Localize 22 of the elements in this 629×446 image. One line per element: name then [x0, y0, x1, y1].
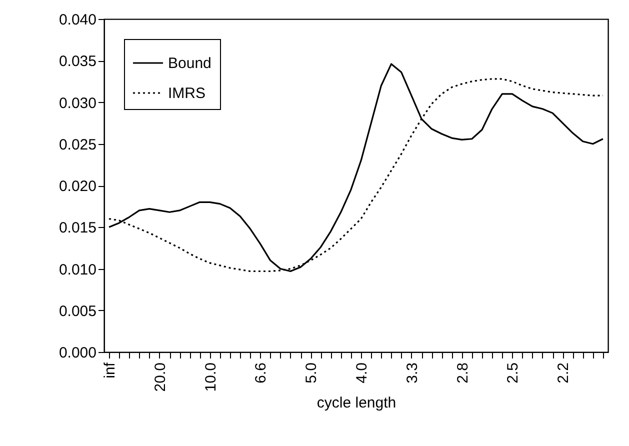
y-tick-label: 0.035 — [58, 53, 96, 70]
x-tick-label: 3.3 — [404, 362, 421, 384]
y-tick-label: 0.005 — [58, 302, 96, 320]
y-tick-label: 0.020 — [58, 178, 96, 195]
x-tick-label: 20.0 — [152, 362, 169, 392]
legend-label: IMRS — [168, 85, 206, 102]
y-tick-label: 0.040 — [58, 12, 96, 28]
y-tick-label: 0.010 — [58, 261, 96, 278]
x-tick-label: 4.0 — [354, 362, 371, 384]
y-tick-label: 0.000 — [58, 344, 96, 362]
legend-label: Bound — [168, 55, 212, 72]
x-axis-title: cycle length — [316, 394, 396, 412]
y-tick-label: 0.025 — [58, 136, 96, 154]
x-tick-label: 2.2 — [555, 362, 572, 384]
x-tick-label: 6.6 — [252, 362, 270, 384]
x-tick-label: 2.8 — [454, 362, 472, 384]
x-tick-label: 10.0 — [202, 362, 220, 392]
y-tick-label: 0.015 — [58, 220, 96, 237]
x-tick-label: 2.5 — [504, 362, 522, 384]
y-tick-label: 0.030 — [58, 94, 96, 112]
x-tick-label: inf — [102, 362, 119, 378]
x-tick-label: 5.0 — [303, 362, 320, 384]
